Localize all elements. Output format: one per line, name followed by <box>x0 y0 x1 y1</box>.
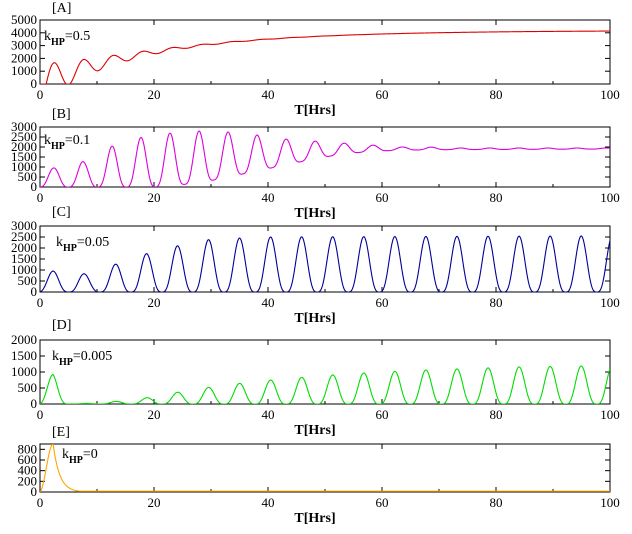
y-tick-label: 2000 <box>11 240 37 255</box>
y-tick-label: 2000 <box>11 332 37 347</box>
x-axis-title: T[Hrs] <box>294 206 335 221</box>
y-tick-label: 5000 <box>11 12 37 27</box>
y-tick-label: 2000 <box>11 139 37 154</box>
y-tick-label: 1500 <box>11 348 37 363</box>
panel-b: 0 20 40 60 80 100050010001500200025003000T[Hr… <box>11 107 620 221</box>
x-tick-label: 60 <box>376 87 389 102</box>
parameter-label: kHP=0 <box>62 447 98 466</box>
x-tick-label: 20 <box>148 407 161 422</box>
y-tick-label: 1000 <box>11 364 37 379</box>
x-axis-title: T[Hrs] <box>294 311 335 326</box>
parameter-label: kHP=0.05 <box>56 235 109 254</box>
y-tick-label: 1500 <box>11 251 37 266</box>
x-tick-label: 40 <box>262 495 275 510</box>
y-tick-label: 500 <box>18 380 38 395</box>
y-tick-label: 1000 <box>11 159 37 174</box>
y-tick-label: 0 <box>31 284 38 299</box>
x-tick-label: 0 <box>37 87 44 102</box>
series-line <box>40 235 610 292</box>
x-tick-label: 100 <box>600 295 620 310</box>
panel-letter: [E] <box>52 425 70 440</box>
x-tick-label: 80 <box>490 190 503 205</box>
x-tick-label: 100 <box>600 407 620 422</box>
y-tick-label: 2000 <box>11 50 37 65</box>
x-tick-label: 60 <box>376 407 389 422</box>
y-tick-label: 500 <box>18 169 38 184</box>
y-tick-label: 800 <box>18 441 38 456</box>
x-tick-label: 40 <box>262 87 275 102</box>
x-tick-label: 100 <box>600 190 620 205</box>
series-line <box>40 365 610 404</box>
x-tick-label: 80 <box>490 407 503 422</box>
y-tick-label: 400 <box>18 463 38 478</box>
y-tick-label: 200 <box>18 473 38 488</box>
y-tick-label: 0 <box>31 76 38 91</box>
x-tick-label: 60 <box>376 190 389 205</box>
plot-frame <box>39 443 611 493</box>
x-tick-label: 20 <box>148 190 161 205</box>
x-tick-label: 60 <box>376 295 389 310</box>
y-tick-label: 3000 <box>11 38 37 53</box>
x-tick-label: 20 <box>148 295 161 310</box>
x-tick-label: 80 <box>490 295 503 310</box>
x-tick-label: 20 <box>148 87 161 102</box>
panel-letter: [C] <box>52 205 71 220</box>
series-line <box>40 30 610 84</box>
parameter-label: kHP=0.5 <box>44 29 90 48</box>
y-tick-label: 1000 <box>11 262 37 277</box>
y-tick-label: 500 <box>18 273 38 288</box>
x-tick-label: 0 <box>37 495 44 510</box>
y-tick-label: 0 <box>31 484 38 499</box>
y-tick-label: 1500 <box>11 149 37 164</box>
x-tick-label: 0 <box>37 295 44 310</box>
plot-frame <box>39 19 611 85</box>
y-tick-label: 3000 <box>11 218 37 233</box>
y-tick-label: 2500 <box>11 229 37 244</box>
panel-a: 0 20 40 60 80 100010002000300040005000T[Hrs][… <box>11 1 620 118</box>
panel-d: 0 20 40 60 80 1000500100015002000T[Hrs][D]kHP… <box>11 318 620 438</box>
y-tick-label: 0 <box>31 179 38 194</box>
plot-frame <box>39 126 611 188</box>
y-tick-label: 600 <box>18 452 38 467</box>
x-axis-title: T[Hrs] <box>294 103 335 118</box>
series-line <box>40 444 610 492</box>
x-tick-label: 20 <box>148 495 161 510</box>
panel-letter: [A] <box>52 1 71 16</box>
panel-letter: [D] <box>52 318 71 333</box>
series-line <box>40 130 610 187</box>
x-tick-label: 60 <box>376 495 389 510</box>
panel-letter: [B] <box>52 107 71 122</box>
panel-c: 0 20 40 60 80 100050010001500200025003000T[Hr… <box>11 205 620 326</box>
parameter-label: kHP=0.005 <box>52 349 112 368</box>
x-tick-label: 0 <box>37 190 44 205</box>
x-tick-label: 40 <box>262 407 275 422</box>
y-tick-label: 1000 <box>11 63 37 78</box>
x-tick-label: 100 <box>600 87 620 102</box>
x-tick-label: 80 <box>490 495 503 510</box>
x-axis-title: T[Hrs] <box>294 423 335 438</box>
x-tick-label: 80 <box>490 87 503 102</box>
y-tick-label: 0 <box>31 396 38 411</box>
parameter-label: kHP=0.1 <box>44 133 90 152</box>
x-axis-title: T[Hrs] <box>294 511 335 526</box>
y-tick-label: 3000 <box>11 119 37 134</box>
x-tick-label: 0 <box>37 407 44 422</box>
y-tick-label: 2500 <box>11 129 37 144</box>
y-tick-label: 4000 <box>11 25 37 40</box>
x-tick-label: 40 <box>262 295 275 310</box>
x-tick-label: 100 <box>600 495 620 510</box>
x-tick-label: 40 <box>262 190 275 205</box>
